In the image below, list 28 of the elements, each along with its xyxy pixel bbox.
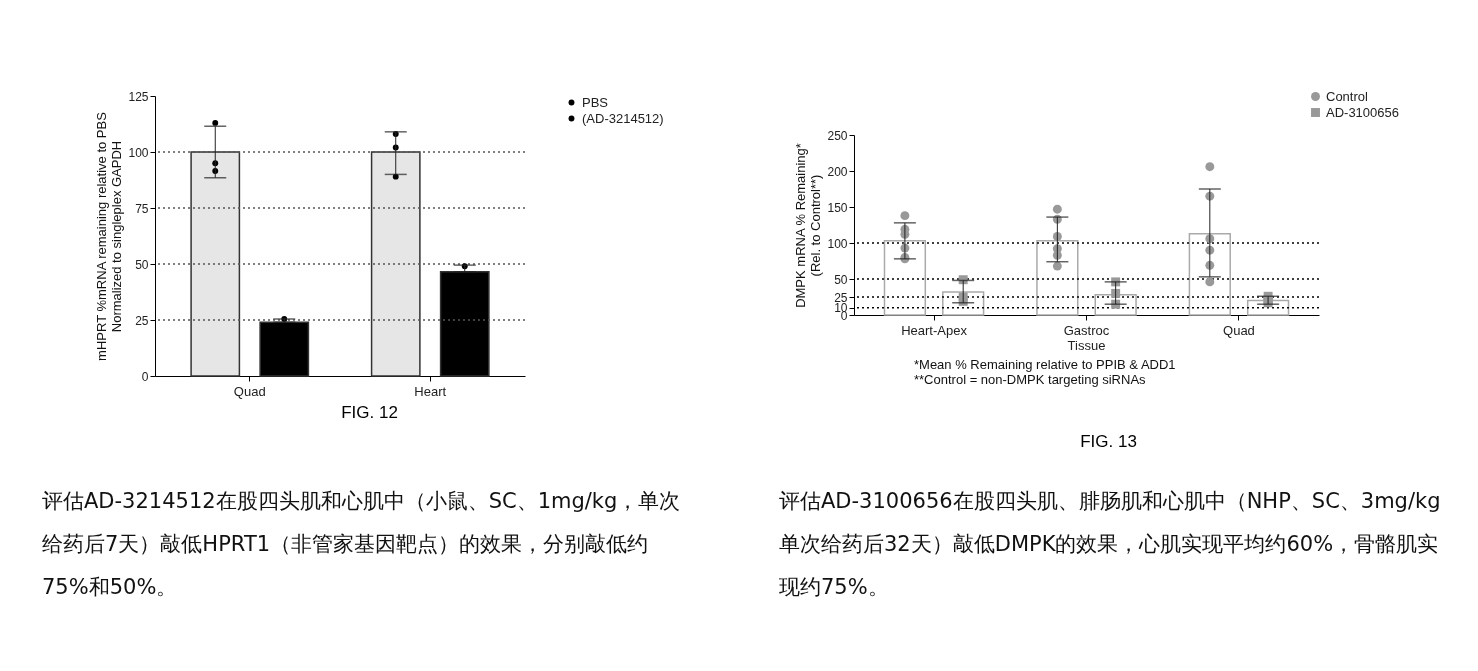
y-tick-label: 50 [135, 257, 149, 272]
text: 评估AD-3100656在股四头肌、腓肠肌和心肌中（NHP、SC、3mg/kg单次给药后32天）敲低DMPK的效果，心肌实现平均约60%，骨骼肌实现约75%。 [779, 488, 1442, 601]
text: FIG. 12 [340, 403, 399, 423]
y-tick-label: 125 [128, 89, 149, 104]
y-tick-label: 0 [141, 369, 149, 384]
legend-label: Control [1326, 88, 1369, 104]
y-tick-label: 100 [827, 236, 848, 251]
y-tick-label: 250 [827, 128, 848, 143]
x-tick-label: Heart [414, 383, 447, 399]
y-axis-title: mHPRT %mRNA remaining relative to PBS Normalized to singleplex GAPDH [94, 111, 125, 361]
legend-label: (AD-3214512) [582, 110, 664, 126]
text: *Mean % Remaining relative to PPIB & ADD1 [914, 357, 1177, 372]
text: 评估AD-3214512在股四头肌和心肌中（小鼠、SC、1mg/kg，单次给药后7天）敲低HPRT1（非管家基因靶点）的效果，分别敲低约75%和50%。 [42, 488, 682, 601]
x-tick-label: Gastroc Tissue [1063, 322, 1110, 353]
y-tick-label: 25 [135, 313, 149, 328]
x-tick-label: Quad [1223, 322, 1255, 338]
y-tick-label: 200 [827, 164, 848, 179]
legend-label: PBS [582, 94, 609, 110]
legend-label: AD-3100656 [1326, 104, 1399, 120]
x-tick-label: Quad [233, 383, 266, 399]
y-tick-label: 75 [135, 201, 149, 216]
y-tick-label: 100 [128, 145, 149, 160]
text: FIG. 13 [1079, 432, 1138, 452]
x-tick-label: Heart-Apex [901, 322, 968, 338]
y-axis-title: DMPK mRNA % Remaining* (Rel. to Control**) [793, 143, 824, 308]
y-tick-label: 150 [827, 200, 848, 215]
y-tick-label: 50 [834, 272, 848, 287]
text: **Control = non-DMPK targeting siRNAs [914, 372, 1147, 387]
